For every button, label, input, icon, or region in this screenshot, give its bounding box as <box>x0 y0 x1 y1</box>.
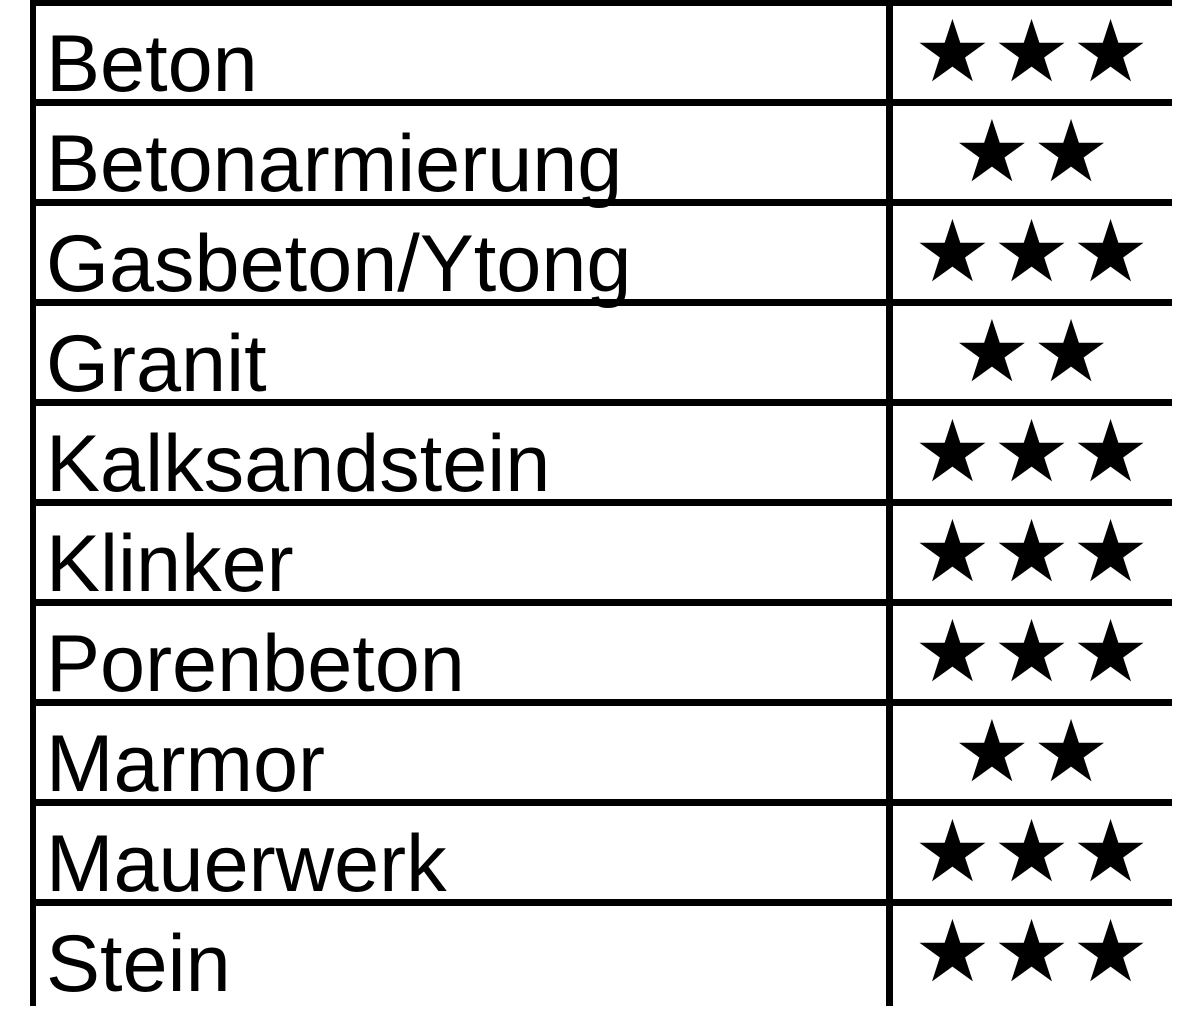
material-name-cell: Granit <box>46 319 267 409</box>
table-row: Granit ★★ <box>36 306 1172 409</box>
material-name-cell: Marmor <box>46 719 325 809</box>
ratings-table: Beton ★★★ Betonarmierung ★★ Gasbeton/Yto… <box>30 0 1172 1010</box>
table-row: Stein ★★★ <box>36 906 1172 1010</box>
star-rating-icons: ★★ <box>886 106 1172 199</box>
table-row: Porenbeton ★★★ <box>36 606 1172 709</box>
material-name-cell: Gasbeton/Ytong <box>46 219 632 309</box>
material-name-cell: Betonarmierung <box>46 119 623 209</box>
material-name-cell: Stein <box>46 919 231 1009</box>
star-rating-icons: ★★★ <box>886 206 1172 299</box>
table-row: Beton ★★★ <box>36 6 1172 109</box>
material-name-cell: Kalksandstein <box>46 419 551 509</box>
star-rating-icons: ★★★ <box>886 506 1172 599</box>
table-row: Kalksandstein ★★★ <box>36 406 1172 509</box>
star-rating-icons: ★★ <box>886 706 1172 799</box>
star-rating-icons: ★★★ <box>886 6 1172 99</box>
material-name-cell: Mauerwerk <box>46 819 447 909</box>
star-rating-icons: ★★★ <box>886 606 1172 699</box>
star-rating-icons: ★★★ <box>886 906 1172 1006</box>
table-row: Klinker ★★★ <box>36 506 1172 609</box>
star-rating-icons: ★★ <box>886 306 1172 399</box>
table-row: Betonarmierung ★★ <box>36 106 1172 209</box>
table-row: Mauerwerk ★★★ <box>36 806 1172 909</box>
star-rating-icons: ★★★ <box>886 806 1172 899</box>
table-row: Gasbeton/Ytong ★★★ <box>36 206 1172 309</box>
table-row: Marmor ★★ <box>36 706 1172 809</box>
material-name-cell: Klinker <box>46 519 294 609</box>
material-name-cell: Porenbeton <box>46 619 465 709</box>
star-rating-icons: ★★★ <box>886 406 1172 499</box>
material-name-cell: Beton <box>46 19 258 109</box>
